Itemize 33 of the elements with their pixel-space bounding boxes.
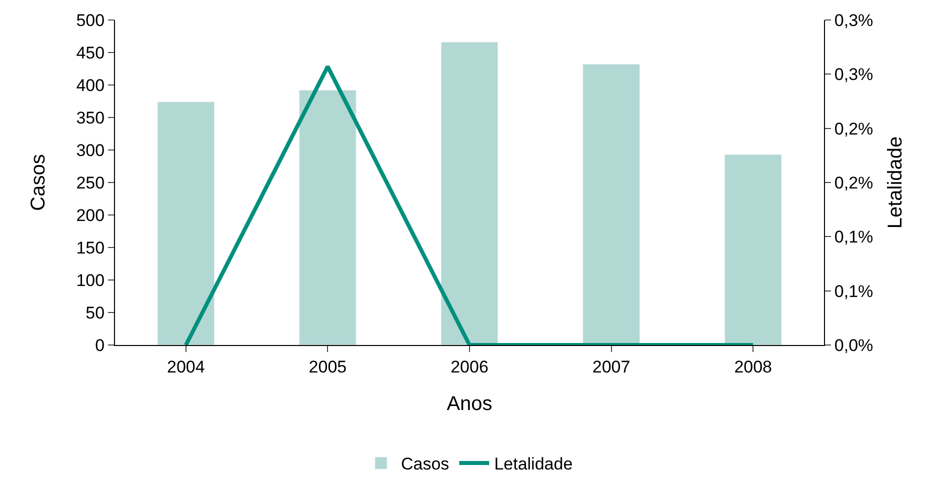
y-tick-label: 350	[76, 108, 105, 128]
bar	[440, 42, 498, 345]
y-axis-title: Casos	[28, 154, 50, 211]
bar	[724, 154, 782, 345]
y2-tick-label: 0,3%	[834, 65, 874, 84]
y2-tick-label: 0,0%	[834, 336, 874, 355]
y2-tick-label: 0,2%	[834, 173, 874, 192]
bar	[157, 102, 215, 345]
y-tick-label: 100	[76, 270, 105, 290]
y-tick-label: 300	[76, 140, 105, 160]
y-tick-label: 50	[86, 303, 105, 322]
x-tick-label: 2007	[592, 357, 630, 376]
x-tick-label: 2008	[734, 357, 772, 376]
y-tick-label: 400	[76, 76, 105, 95]
x-tick-label: 2006	[450, 357, 488, 376]
y2-axis-title: Letalidade	[884, 136, 907, 229]
bar	[299, 90, 356, 345]
bar	[582, 64, 640, 345]
y-tick-label: 500	[76, 10, 105, 30]
legend-label: Letalidade	[494, 454, 573, 474]
y-tick-label: 150	[76, 238, 105, 258]
y-tick-label: 250	[76, 173, 105, 192]
y2-tick-label: 0,1%	[834, 282, 874, 301]
y-tick-label: 450	[76, 43, 105, 62]
y-tick-label: 200	[76, 206, 105, 225]
y-tick-label: 0	[95, 336, 105, 355]
x-tick-label: 2004	[166, 357, 205, 376]
y2-tick-label: 0,2%	[834, 119, 874, 138]
x-tick-label: 2005	[308, 357, 347, 376]
x-axis-title: Anos	[446, 392, 492, 415]
legend-label: Casos	[401, 454, 450, 474]
y2-tick-label: 0,1%	[834, 228, 874, 247]
y2-tick-label: 0,3%	[834, 10, 874, 30]
